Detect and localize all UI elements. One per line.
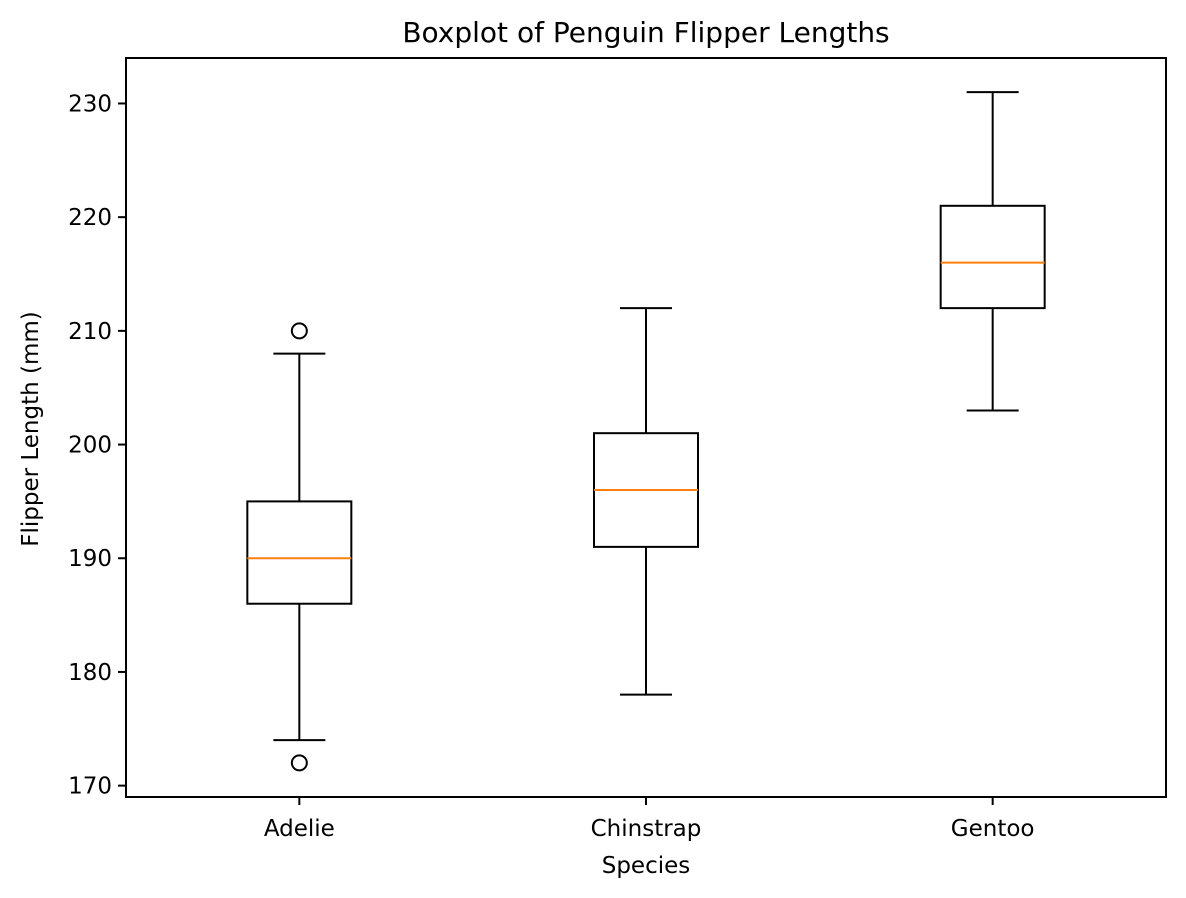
outlier-point [290,754,308,772]
y-tick-label: 220 [68,205,112,231]
chart-title: Boxplot of Penguin Flipper Lengths [402,16,889,49]
y-tick-label: 230 [68,91,112,117]
x-axis-label: Species [602,853,691,879]
x-tick-label: Chinstrap [591,816,702,842]
iqr-box [246,500,353,605]
plot-area [246,91,1046,772]
y-tick-label: 190 [68,546,112,572]
box-adelie [246,322,353,772]
y-tick-label: 200 [68,433,112,459]
x-tick-label: Adelie [264,816,335,842]
y-tick-label: 170 [68,774,112,800]
box-chinstrap [593,307,699,696]
y-tick-label: 180 [68,660,112,686]
y-tick-label: 210 [68,319,112,345]
y-axis-label: Flipper Length (mm) [18,311,44,547]
box-gentoo [939,91,1046,412]
iqr-box [939,204,1046,310]
outlier-point [290,322,308,340]
x-tick-label: Gentoo [951,816,1035,842]
